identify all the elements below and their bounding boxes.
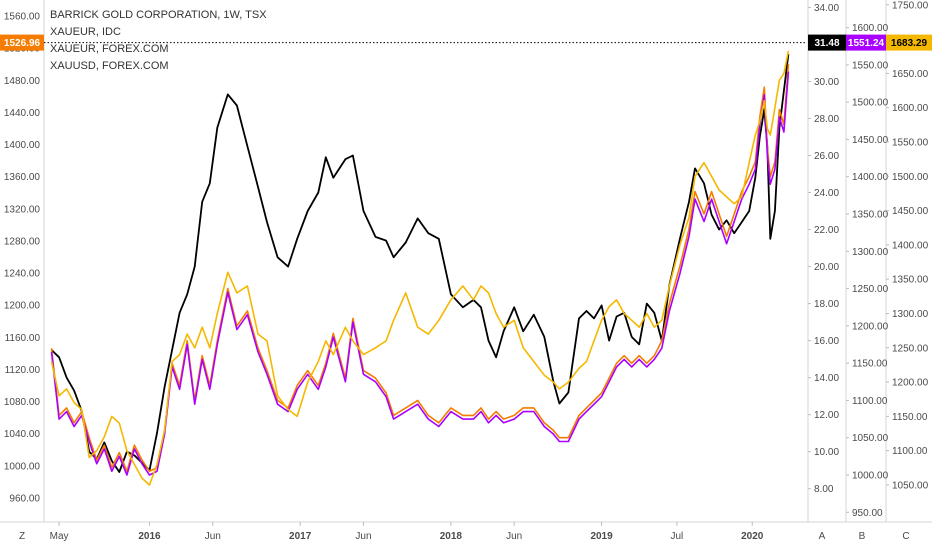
axis-c-tick-label: 1100.00 bbox=[892, 446, 928, 457]
axis-c-tick-label: 1250.00 bbox=[892, 343, 929, 354]
axis-a-tick-label: 20.00 bbox=[814, 262, 839, 273]
left-axis-tick-label: 1160.00 bbox=[5, 333, 41, 344]
axis-a-tick-label: 14.00 bbox=[814, 373, 839, 384]
axis-b-tick-label: 1200.00 bbox=[852, 321, 889, 332]
axis-c-tick-label: 1500.00 bbox=[892, 172, 929, 183]
left-axis-tick-label: 1000.00 bbox=[4, 461, 41, 472]
axis-a-tick-label: 8.00 bbox=[814, 484, 834, 495]
axis-a-tick-label: 10.00 bbox=[814, 447, 839, 458]
left-axis-tick-label: 1480.00 bbox=[4, 76, 41, 87]
left-axis-tick-label: 1320.00 bbox=[4, 204, 41, 215]
legend-item[interactable]: XAUEUR, FOREX.COM bbox=[50, 43, 169, 55]
x-tick-label: May bbox=[50, 531, 69, 542]
axis-b-tick-label: 1050.00 bbox=[852, 433, 889, 444]
x-tick-label: 2019 bbox=[590, 531, 613, 542]
left-axis-tick-label: 1280.00 bbox=[4, 236, 41, 247]
x-tick-label: 2017 bbox=[289, 531, 312, 542]
axis-c-tick-label: 1450.00 bbox=[892, 206, 929, 217]
legend-item[interactable]: XAUEUR, IDC bbox=[50, 26, 121, 38]
left-axis-tick-label: 1200.00 bbox=[4, 301, 41, 312]
left-axis-tick-label: 1040.00 bbox=[4, 429, 41, 440]
x-tick-label: 2020 bbox=[741, 531, 764, 542]
axis-a-tick-label: 24.00 bbox=[814, 188, 839, 199]
axis-c-tick-label: 1550.00 bbox=[892, 137, 929, 148]
axis-c-tick-label: 1150.00 bbox=[892, 412, 928, 423]
left-axis-tick-label: 1440.00 bbox=[4, 108, 41, 119]
axis-b-tick-label: 1250.00 bbox=[852, 284, 889, 295]
left-axis-tick-label: 1240.00 bbox=[4, 269, 41, 280]
axis-b-tick-label: 1350.00 bbox=[852, 210, 889, 221]
axis-c-tick-label: 1050.00 bbox=[892, 480, 929, 491]
x-tick-label: Jun bbox=[355, 531, 371, 542]
legend-item[interactable]: XAUUSD, FOREX.COM bbox=[50, 60, 169, 72]
axis-c-tick-label: 1300.00 bbox=[892, 309, 929, 320]
left-axis-tick-label: 960.00 bbox=[9, 493, 40, 504]
axis-a-tick-label: 16.00 bbox=[814, 336, 839, 347]
axis-b-tick-label: 1150.00 bbox=[852, 359, 888, 370]
axis-b-tick-label: 1100.00 bbox=[852, 396, 888, 407]
axis-a-button[interactable]: A bbox=[819, 531, 826, 542]
left-axis-tick-label: 1080.00 bbox=[4, 397, 41, 408]
left-axis-tick-label: 1400.00 bbox=[4, 140, 41, 151]
axis-b-tick-label: 1550.00 bbox=[852, 60, 889, 71]
axis-a-tick-label: 18.00 bbox=[814, 299, 839, 310]
axis-c-tick-label: 1650.00 bbox=[892, 69, 929, 80]
axis-c-tick-label: 1600.00 bbox=[892, 103, 929, 114]
axis-c-button[interactable]: C bbox=[902, 531, 909, 542]
axis-c-tick-label: 1200.00 bbox=[892, 378, 929, 389]
axis-c-tick-label: 1400.00 bbox=[892, 240, 929, 251]
last-value-label-c: 1683.29 bbox=[891, 38, 928, 49]
axis-b-tick-label: 1600.00 bbox=[852, 23, 889, 34]
axis-a-tick-label: 34.00 bbox=[814, 3, 839, 14]
axis-a-tick-label: 22.00 bbox=[814, 225, 839, 236]
last-value-label-a: 31.48 bbox=[814, 38, 839, 49]
left-axis-tick-label: 1360.00 bbox=[4, 172, 41, 183]
x-tick-label: Jun bbox=[205, 531, 221, 542]
x-tick-label: 2016 bbox=[138, 531, 161, 542]
axis-b-button[interactable]: B bbox=[859, 531, 866, 542]
last-value-label-b: 1551.24 bbox=[848, 38, 885, 49]
axis-b-tick-label: 1400.00 bbox=[852, 172, 889, 183]
axis-b-tick-label: 1300.00 bbox=[852, 247, 889, 258]
axis-left-button[interactable]: Z bbox=[19, 531, 25, 542]
axis-c-tick-label: 1750.00 bbox=[892, 0, 929, 11]
x-tick-label: Jul bbox=[671, 531, 684, 542]
axis-b-tick-label: 1500.00 bbox=[852, 98, 889, 109]
axis-a-tick-label: 28.00 bbox=[814, 114, 839, 125]
x-tick-label: 2018 bbox=[440, 531, 463, 542]
x-tick-label: Jun bbox=[506, 531, 522, 542]
axis-c-tick-label: 1350.00 bbox=[892, 275, 929, 286]
left-axis-tick-label: 1560.00 bbox=[4, 12, 41, 23]
last-value-label-left: 1526.96 bbox=[4, 38, 41, 49]
legend-item[interactable]: BARRICK GOLD CORPORATION, 1W, TSX bbox=[50, 9, 267, 21]
axis-b-tick-label: 1450.00 bbox=[852, 135, 889, 146]
axis-a-tick-label: 30.00 bbox=[814, 77, 839, 88]
axis-b-tick-label: 950.00 bbox=[852, 508, 883, 519]
left-axis-tick-label: 1120.00 bbox=[5, 365, 41, 376]
axis-a-tick-label: 12.00 bbox=[814, 410, 839, 421]
axis-a-tick-label: 26.00 bbox=[814, 151, 839, 162]
axis-b-tick-label: 1000.00 bbox=[852, 471, 889, 482]
